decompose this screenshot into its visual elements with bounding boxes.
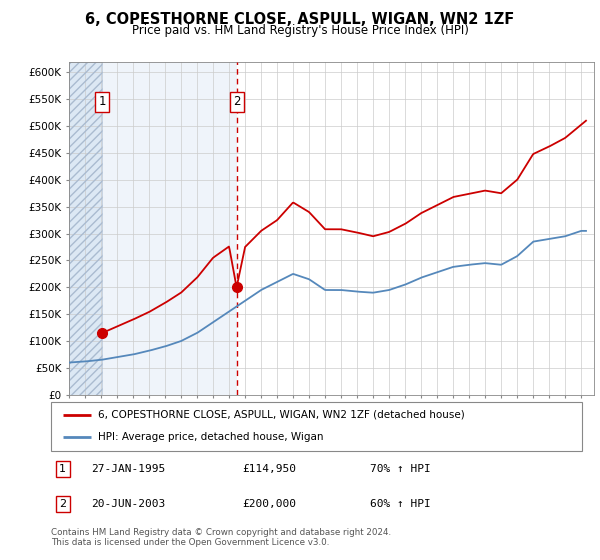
Text: 2: 2 xyxy=(233,95,241,109)
Text: £114,950: £114,950 xyxy=(242,464,296,474)
Text: 1: 1 xyxy=(98,95,106,109)
Text: Contains HM Land Registry data © Crown copyright and database right 2024.
This d: Contains HM Land Registry data © Crown c… xyxy=(51,528,391,547)
Text: 6, COPESTHORNE CLOSE, ASPULL, WIGAN, WN2 1ZF (detached house): 6, COPESTHORNE CLOSE, ASPULL, WIGAN, WN2… xyxy=(98,410,464,420)
Bar xyxy=(102,62,236,395)
Text: 70% ↑ HPI: 70% ↑ HPI xyxy=(370,464,430,474)
Text: 2: 2 xyxy=(59,499,66,509)
Text: 6, COPESTHORNE CLOSE, ASPULL, WIGAN, WN2 1ZF: 6, COPESTHORNE CLOSE, ASPULL, WIGAN, WN2… xyxy=(85,12,515,27)
Text: 27-JAN-1995: 27-JAN-1995 xyxy=(91,464,165,474)
Text: 20-JUN-2003: 20-JUN-2003 xyxy=(91,499,165,509)
FancyBboxPatch shape xyxy=(51,402,582,451)
Text: £200,000: £200,000 xyxy=(242,499,296,509)
Text: Price paid vs. HM Land Registry's House Price Index (HPI): Price paid vs. HM Land Registry's House … xyxy=(131,24,469,36)
Text: 1: 1 xyxy=(59,464,66,474)
Text: 60% ↑ HPI: 60% ↑ HPI xyxy=(370,499,430,509)
Text: HPI: Average price, detached house, Wigan: HPI: Average price, detached house, Wiga… xyxy=(98,432,323,442)
Bar xyxy=(69,62,102,395)
